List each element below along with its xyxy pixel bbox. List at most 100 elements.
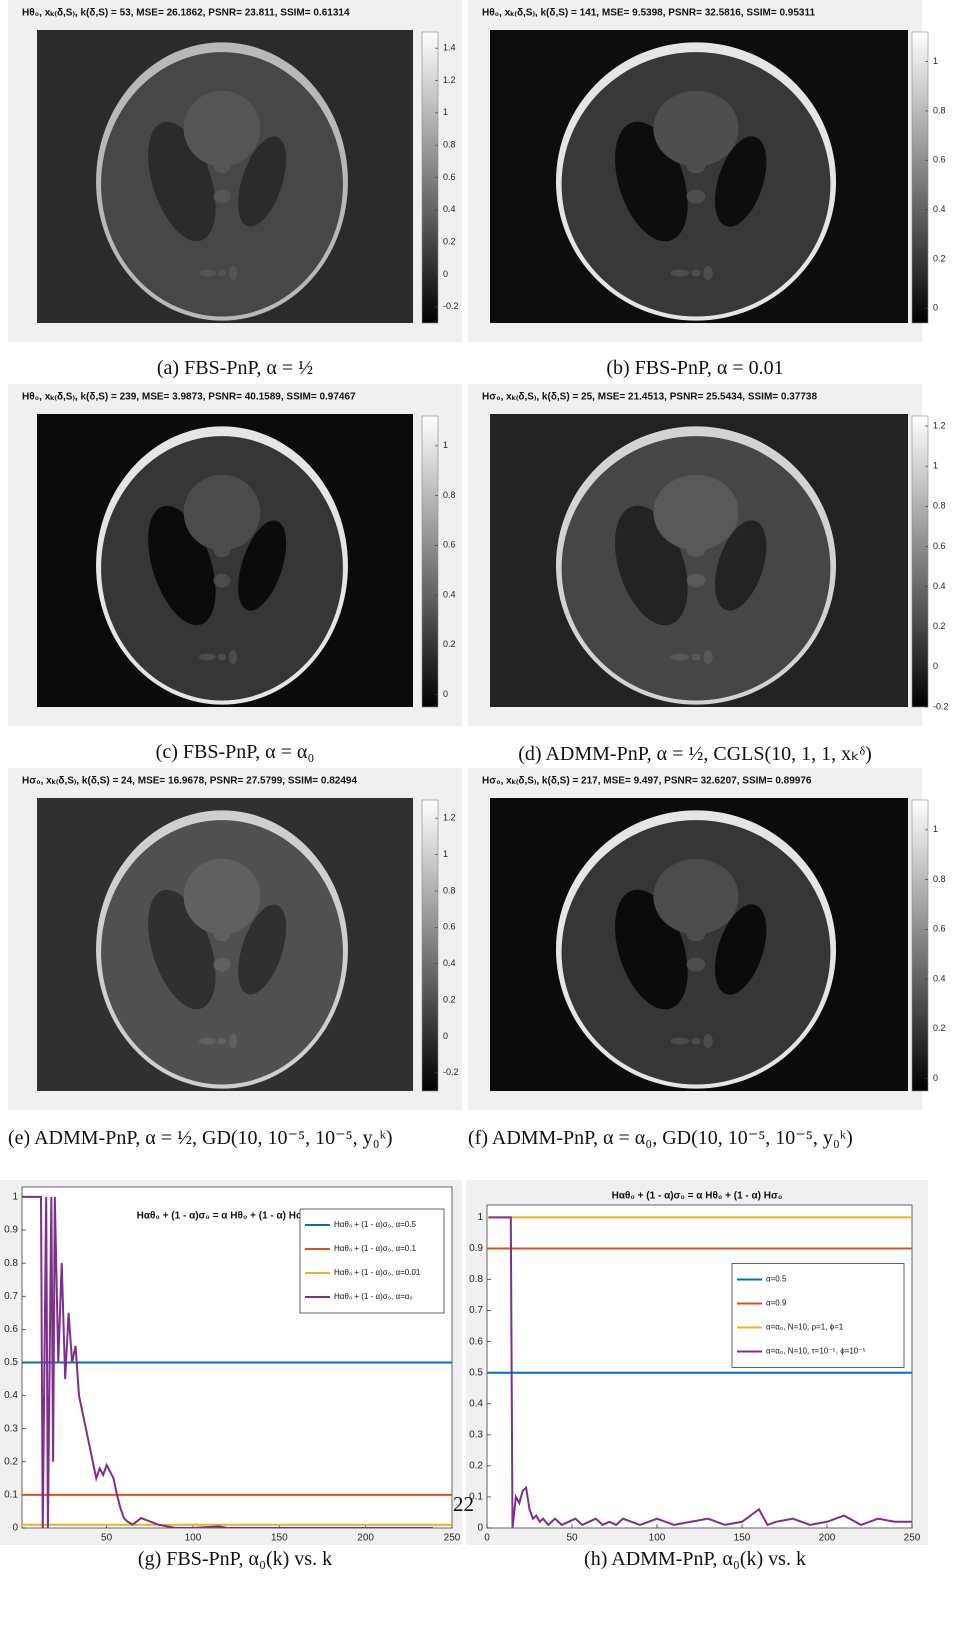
phantom-region bbox=[228, 266, 238, 280]
colorbar-tick-label: 0.2 bbox=[443, 994, 456, 1004]
chart-title: Hαθ₀ + (1 - α)σ₀ = α Hθ₀ + (1 - α) Hσ₀ bbox=[137, 1211, 308, 1222]
phantom-region bbox=[714, 520, 767, 611]
phantom-region bbox=[213, 957, 231, 972]
colorbar-tick-label: 0 bbox=[933, 1073, 938, 1083]
phantom-region bbox=[714, 904, 767, 995]
y-tick-label: 0.3 bbox=[4, 1423, 18, 1434]
phantom-region bbox=[686, 189, 706, 204]
legend-label: α=α₀, N=10, τ=10⁻⁵, ϕ=10⁻⁵ bbox=[766, 1347, 866, 1356]
phantom-region bbox=[198, 269, 216, 277]
colorbar-tick-label: 0 bbox=[933, 661, 938, 671]
y-tick-label: 0.9 bbox=[469, 1243, 483, 1254]
colorbar-tick-label: 0.2 bbox=[933, 253, 946, 263]
y-tick-label: 0.6 bbox=[4, 1324, 18, 1335]
colorbar-tick-label: -0.2 bbox=[443, 301, 459, 311]
y-tick-label: 1 bbox=[477, 1212, 483, 1223]
colorbar-tick-label: 0.2 bbox=[443, 639, 456, 649]
x-tick-label: 50 bbox=[566, 1533, 578, 1544]
colorbar-tick-label: 0.6 bbox=[443, 922, 456, 932]
colorbar-tick-label: 0.4 bbox=[443, 204, 456, 214]
chart-title: Hαθ₀ + (1 - α)σ₀ = α Hθ₀ + (1 - α) Hσ₀ bbox=[612, 1191, 783, 1202]
y-tick-label: 0 bbox=[12, 1523, 18, 1534]
y-tick-label: 0.7 bbox=[4, 1291, 18, 1302]
phantom-region bbox=[213, 189, 231, 204]
y-tick-label: 0.7 bbox=[469, 1305, 483, 1316]
colorbar-tick-label: 1 bbox=[443, 849, 448, 859]
caption: (g) FBS-PnP, α₀(k) vs. k bbox=[137, 1548, 333, 1570]
x-tick-label: 100 bbox=[649, 1533, 666, 1544]
colorbar-tick-label: 1 bbox=[933, 824, 938, 834]
colorbar bbox=[911, 799, 929, 1092]
caption: (b) FBS-PnP, α = 0.01 bbox=[606, 357, 784, 379]
phantom-region bbox=[691, 269, 701, 277]
legend-label: Hαθ₀ + (1 - α)σ₀, α=0.1 bbox=[334, 1244, 416, 1253]
phantom-region bbox=[670, 1037, 690, 1045]
y-tick-label: 0.5 bbox=[4, 1357, 18, 1368]
colorbar-tick-label: 0 bbox=[933, 303, 938, 313]
phantom-region bbox=[217, 1037, 227, 1045]
colorbar-tick-label: 0.6 bbox=[933, 541, 946, 551]
caption: (a) FBS-PnP, α = ½ bbox=[156, 357, 314, 379]
caption: (f) ADMM-PnP, α = α₀, GD(10, 10⁻⁵, 10⁻⁵,… bbox=[468, 1127, 853, 1149]
phantom-region bbox=[213, 543, 231, 558]
colorbar-tick-label: -0.2 bbox=[933, 701, 949, 711]
colorbar-tick-label: 0 bbox=[443, 1031, 448, 1041]
phantom-region bbox=[686, 573, 706, 588]
colorbar-tick-label: 0.2 bbox=[933, 1023, 946, 1033]
phantom-region bbox=[686, 957, 706, 972]
panel-title: Hθ₀, xₖ₍δ,S₎, k(δ,S) = 239, MSE= 3.9873,… bbox=[22, 392, 356, 403]
phantom-region bbox=[703, 1034, 713, 1048]
colorbar-tick-label: 0.8 bbox=[933, 105, 946, 115]
phantom-region bbox=[653, 90, 739, 167]
colorbar-tick-label: 0.8 bbox=[443, 140, 456, 150]
legend-label: Hαθ₀ + (1 - α)σ₀, α=α₀ bbox=[334, 1292, 413, 1301]
phantom-region bbox=[561, 436, 831, 701]
colorbar-tick-label: 0.8 bbox=[443, 490, 456, 500]
caption: (c) FBS-PnP, α = α₀ bbox=[155, 741, 315, 763]
colorbar-tick-label: 1 bbox=[443, 440, 448, 450]
phantom-region bbox=[561, 52, 831, 317]
colorbar-tick-label: 0.8 bbox=[933, 874, 946, 884]
y-tick-label: 0.1 bbox=[4, 1490, 18, 1501]
phantom-region bbox=[691, 1037, 701, 1045]
colorbar-tick-label: 1.2 bbox=[443, 75, 456, 85]
colorbar-tick-label: 1.4 bbox=[443, 43, 456, 53]
y-tick-label: 0.9 bbox=[4, 1225, 18, 1236]
colorbar bbox=[911, 415, 929, 708]
x-tick-label: 250 bbox=[444, 1533, 461, 1544]
phantom-region bbox=[703, 650, 713, 664]
x-tick-label: 100 bbox=[185, 1533, 202, 1544]
phantom-region bbox=[703, 266, 713, 280]
panel-title: Hθ₀, xₖ₍δ,S₎, k(δ,S) = 141, MSE= 9.5398,… bbox=[482, 8, 816, 19]
phantom-region bbox=[238, 904, 287, 995]
panel-title: Hσ₀, xₖ₍δ,S₎, k(δ,S) = 25, MSE= 21.4513,… bbox=[482, 392, 817, 403]
y-tick-label: 0.2 bbox=[469, 1461, 483, 1472]
colorbar-tick-label: 0.4 bbox=[933, 204, 946, 214]
legend-label: Hαθ₀ + (1 - α)σ₀, α=0.5 bbox=[334, 1220, 416, 1229]
colorbar-tick-label: 0.8 bbox=[443, 885, 456, 895]
legend-label: α=0.5 bbox=[766, 1275, 787, 1284]
colorbar-tick-label: 1 bbox=[933, 461, 938, 471]
legend-label: Hαθ₀ + (1 - α)σ₀, α=0.01 bbox=[334, 1268, 421, 1277]
phantom-region bbox=[213, 927, 231, 942]
colorbar-tick-label: 0 bbox=[443, 269, 448, 279]
colorbar-tick-label: -0.2 bbox=[443, 1067, 459, 1077]
phantom-region bbox=[653, 858, 739, 935]
series-line bbox=[488, 1216, 912, 1528]
colorbar bbox=[421, 799, 439, 1092]
phantom-region bbox=[686, 159, 706, 174]
phantom-region bbox=[217, 269, 227, 277]
colorbar-tick-label: 0.4 bbox=[443, 589, 456, 599]
y-tick-label: 0.4 bbox=[469, 1398, 483, 1409]
y-tick-label: 0.8 bbox=[469, 1274, 483, 1285]
colorbar-tick-label: 0.6 bbox=[443, 540, 456, 550]
colorbar-tick-label: 0 bbox=[443, 689, 448, 699]
x-tick-label: 200 bbox=[357, 1533, 374, 1544]
phantom-region bbox=[238, 520, 287, 611]
phantom-region bbox=[213, 573, 231, 588]
x-tick-label: 150 bbox=[271, 1533, 288, 1544]
x-tick-label: 0 bbox=[484, 1533, 490, 1544]
series-line bbox=[22, 1195, 434, 1528]
phantom-region bbox=[217, 653, 227, 661]
